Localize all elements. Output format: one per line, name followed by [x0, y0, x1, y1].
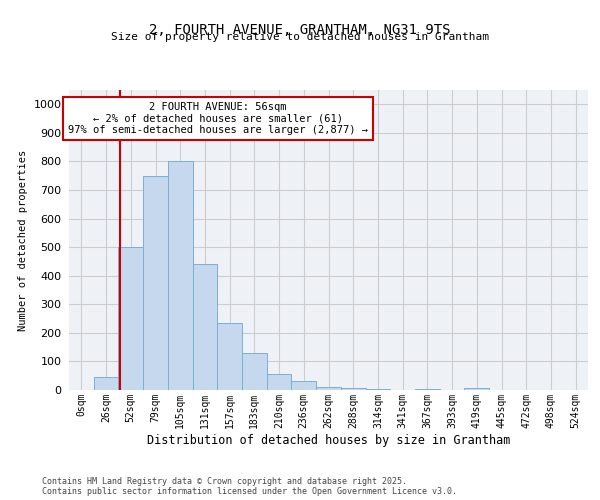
X-axis label: Distribution of detached houses by size in Grantham: Distribution of detached houses by size …	[147, 434, 510, 446]
Text: Contains HM Land Registry data © Crown copyright and database right 2025.: Contains HM Land Registry data © Crown c…	[42, 478, 407, 486]
Bar	[168, 162, 193, 390]
Bar	[217, 323, 242, 390]
Text: 2 FOURTH AVENUE: 56sqm
← 2% of detached houses are smaller (61)
97% of semi-deta: 2 FOURTH AVENUE: 56sqm ← 2% of detached …	[68, 102, 368, 135]
Text: Size of property relative to detached houses in Grantham: Size of property relative to detached ho…	[111, 32, 489, 42]
Bar	[464, 388, 489, 390]
Bar	[316, 386, 341, 390]
Text: 2, FOURTH AVENUE, GRANTHAM, NG31 9TS: 2, FOURTH AVENUE, GRANTHAM, NG31 9TS	[149, 22, 451, 36]
Bar	[267, 374, 292, 390]
Bar	[292, 382, 316, 390]
Text: Contains public sector information licensed under the Open Government Licence v3: Contains public sector information licen…	[42, 488, 457, 496]
Bar	[193, 264, 217, 390]
Bar	[242, 353, 267, 390]
Bar	[94, 377, 118, 390]
Y-axis label: Number of detached properties: Number of detached properties	[18, 150, 28, 330]
Bar	[415, 388, 440, 390]
Bar	[341, 388, 365, 390]
Bar	[143, 176, 168, 390]
Bar	[365, 388, 390, 390]
Bar	[118, 247, 143, 390]
